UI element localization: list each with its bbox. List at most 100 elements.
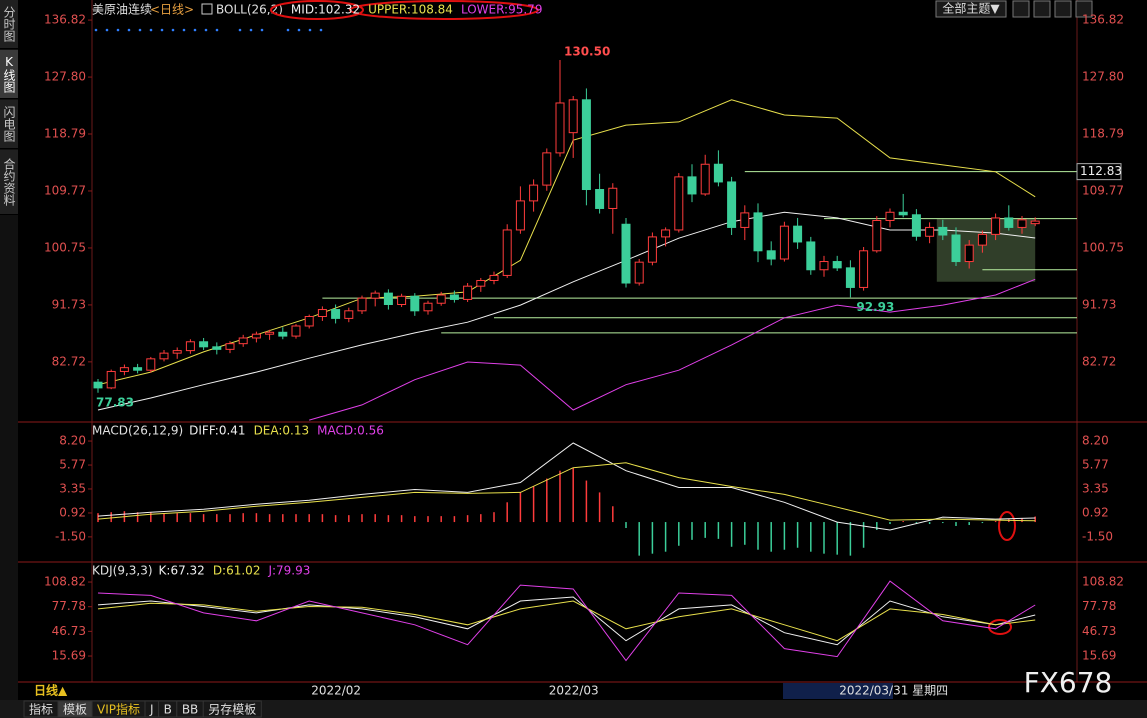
sidebar-tab[interactable]: 合约资料 xyxy=(0,150,18,215)
candle-body xyxy=(133,367,143,371)
candle-body xyxy=(436,294,446,304)
candle-body xyxy=(344,310,354,319)
indicator-line xyxy=(97,600,1036,642)
red-circle xyxy=(988,619,1012,635)
red-circle xyxy=(349,0,539,20)
dot xyxy=(94,28,98,32)
candle-body xyxy=(595,189,605,209)
candle-body xyxy=(845,267,855,288)
candle-body xyxy=(555,102,565,154)
candle-body xyxy=(331,309,341,319)
y-tick-label: 136.82 xyxy=(44,13,86,27)
sidebar-tab[interactable]: K线图 xyxy=(0,50,18,99)
candle-body xyxy=(621,223,631,284)
candle-body xyxy=(727,181,737,228)
dot xyxy=(215,28,219,32)
y-tick-label: 91.73 xyxy=(52,297,86,311)
red-circle xyxy=(998,511,1016,541)
sidebar-tab[interactable]: 分时图 xyxy=(0,0,18,49)
y-tick-label: 82.72 xyxy=(52,354,86,368)
sidebar: 分时图 K线图 闪电图 合约资料 xyxy=(0,0,18,700)
candle-body xyxy=(819,261,829,271)
candle-body xyxy=(370,292,380,299)
candle-body xyxy=(859,250,869,288)
signal-dots xyxy=(94,28,323,32)
candle-body xyxy=(357,297,367,312)
y-tick-label: 118.79 xyxy=(1082,126,1124,140)
candle-body xyxy=(1017,219,1027,228)
candle-body xyxy=(106,370,116,389)
candle-body xyxy=(766,250,776,260)
candle-body xyxy=(674,176,684,231)
legend-entry: UPPER:108.84 xyxy=(368,3,453,17)
y-tick-label: 0.92 xyxy=(59,505,86,519)
dot xyxy=(182,28,186,32)
candle-body xyxy=(872,219,882,252)
level-tag xyxy=(1076,163,1122,181)
candle-body xyxy=(515,200,525,231)
candle-body xyxy=(93,381,103,389)
candle-body xyxy=(146,358,156,371)
sidebar-tab[interactable]: 闪电图 xyxy=(0,100,18,149)
y-tick-label: 3.35 xyxy=(59,481,86,495)
legend-entry: MID:102.32 xyxy=(291,3,360,17)
tab-label[interactable]: 指标 xyxy=(29,702,53,717)
theme-button[interactable] xyxy=(935,0,1007,18)
candle-body xyxy=(700,163,710,195)
indicator-name[interactable]: BOLL(26,2) xyxy=(216,3,283,17)
candle-body xyxy=(951,234,961,263)
icon-button[interactable] xyxy=(1054,0,1072,18)
indicator-icon[interactable] xyxy=(201,3,213,15)
y-tick-label: 0.92 xyxy=(1082,505,1109,519)
icon-button[interactable] xyxy=(1012,0,1030,18)
toolbar-tabs: 指标 模板 VIP指标 J B BB 另存模板 xyxy=(23,700,262,718)
candle-body xyxy=(502,229,512,276)
tab-label[interactable]: B xyxy=(164,703,172,717)
candle-body xyxy=(938,226,948,236)
period-label: <日线> xyxy=(150,3,194,17)
tab[interactable] xyxy=(202,700,262,718)
indicator-line xyxy=(97,462,1036,522)
y-tick-label: 136.82 xyxy=(1082,13,1124,27)
price-annotation: 77.83 xyxy=(96,395,134,409)
candle-body xyxy=(898,211,908,216)
candle-body xyxy=(529,184,539,202)
theme-button-label[interactable]: 全部主题▼ xyxy=(942,1,1000,16)
y-tick-label: 100.75 xyxy=(44,240,86,254)
indicator-line xyxy=(97,580,1036,662)
tab-label[interactable]: VIP指标 xyxy=(97,702,140,717)
candle-body xyxy=(911,214,921,237)
candle-body xyxy=(740,212,750,228)
candle-body xyxy=(463,285,473,300)
tab-label[interactable]: BB xyxy=(182,703,198,717)
candle-body xyxy=(185,341,195,352)
candle-body xyxy=(119,367,129,372)
panel-title: KDJ(9,3,3) xyxy=(92,564,153,578)
date-highlight xyxy=(783,683,893,699)
level-label: 112.83 xyxy=(1080,164,1122,178)
candle-body xyxy=(1004,217,1014,228)
tab-label[interactable]: 模板 xyxy=(63,703,87,717)
x-tick-label: 2022/02 xyxy=(311,684,361,698)
candle-body xyxy=(568,99,578,134)
indicator-line xyxy=(97,211,1036,411)
candle-body xyxy=(991,217,1001,235)
candle-body xyxy=(172,350,182,354)
candle-body xyxy=(713,163,723,183)
candle-body xyxy=(423,302,433,312)
tab-label[interactable]: J xyxy=(149,703,154,717)
dot xyxy=(286,28,290,32)
period-selector[interactable]: 日线▲ xyxy=(34,683,68,698)
y-tick-label: 5.77 xyxy=(1082,458,1109,472)
candle-body xyxy=(753,212,763,252)
icon-button[interactable] xyxy=(1033,0,1051,18)
candle-body xyxy=(687,176,697,195)
dot xyxy=(193,28,197,32)
dot xyxy=(297,28,301,32)
tab-label[interactable]: 另存模板 xyxy=(208,703,256,717)
candle-body xyxy=(581,99,591,191)
candle-body xyxy=(212,346,222,350)
candle-body xyxy=(383,292,393,305)
icon-button[interactable] xyxy=(1075,0,1093,18)
